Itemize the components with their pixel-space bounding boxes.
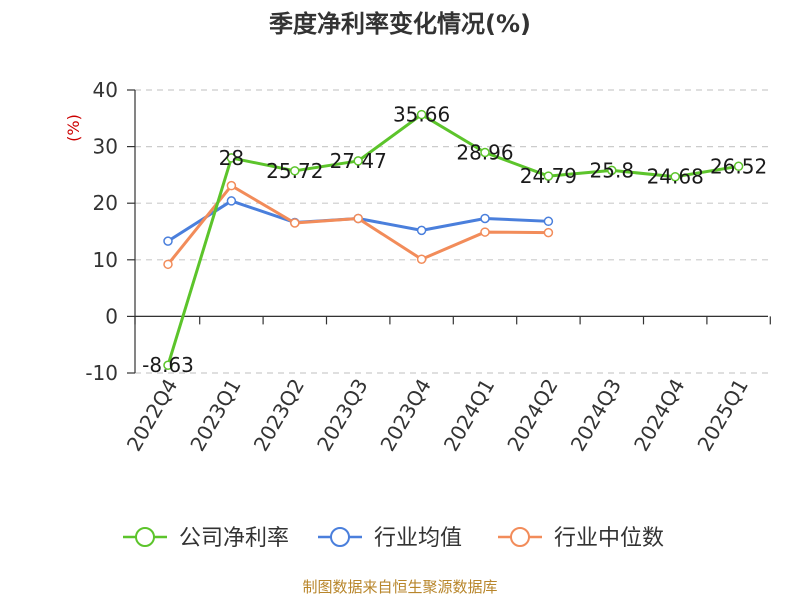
x-tick-label: 2023Q4 xyxy=(375,375,435,456)
x-tick-label: 2024Q1 xyxy=(439,375,499,456)
y-tick-label: 20 xyxy=(93,191,118,215)
data-label: 28.96 xyxy=(456,140,513,164)
x-tick-label: 2024Q3 xyxy=(566,375,626,456)
x-tick-label: 2023Q3 xyxy=(312,375,372,456)
axes: -10 0 10 20 30 40 2022Q4 2023Q1 2023Q2 2023Q3 2023… xyxy=(85,78,771,456)
chart-title: 季度净利率变化情况(%) xyxy=(269,10,531,38)
data-point xyxy=(480,147,490,158)
data-label: 35.66 xyxy=(393,103,450,127)
y-tick-label: 40 xyxy=(93,78,118,102)
data-point xyxy=(416,109,427,120)
y-axis-label: (%) xyxy=(64,114,83,142)
data-point xyxy=(353,156,363,166)
data-point xyxy=(226,180,237,191)
data-label: -8.63 xyxy=(142,353,194,377)
x-tick-label: 2023Q1 xyxy=(185,375,245,456)
y-tick-label: 0 xyxy=(105,304,118,328)
x-tick-label: 2024Q2 xyxy=(502,375,562,456)
data-point xyxy=(480,213,490,224)
data-point xyxy=(226,196,237,206)
data-label: 24.68 xyxy=(647,165,704,189)
y-tick-label: 10 xyxy=(93,248,118,272)
legend-marker xyxy=(135,527,155,547)
data-label: 27.47 xyxy=(330,149,387,173)
data-point xyxy=(543,227,554,238)
x-tick-label: 2023Q2 xyxy=(249,375,309,456)
data-point xyxy=(416,225,427,236)
legend-label: 行业均值 xyxy=(374,526,462,551)
series-line xyxy=(166,184,549,266)
data-point xyxy=(607,165,617,176)
x-tick-label: 2022Q4 xyxy=(122,375,182,456)
data-point xyxy=(543,216,554,227)
data-point xyxy=(163,236,173,246)
data-point xyxy=(163,360,173,370)
legend-marker xyxy=(330,527,350,547)
data-point xyxy=(733,161,744,172)
data-point xyxy=(543,171,554,181)
legend: 公司净利率 行业均值 行业中位数 xyxy=(123,526,664,551)
x-tick-label: 2024Q4 xyxy=(629,375,689,456)
y-tick-label: -10 xyxy=(85,361,118,385)
x-tick-label: 2025Q1 xyxy=(692,375,752,456)
series-lines xyxy=(163,109,744,370)
data-point xyxy=(290,166,300,176)
source-note: 制图数据来自恒生聚源数据库 xyxy=(302,578,497,596)
data-label: 25.72 xyxy=(266,159,323,183)
data-label: 24.79 xyxy=(520,164,577,188)
data-point xyxy=(670,171,680,182)
data-label: 26.52 xyxy=(710,154,767,178)
data-point xyxy=(353,213,363,224)
data-point xyxy=(480,227,490,237)
data-point xyxy=(163,259,173,270)
legend-marker xyxy=(510,527,530,547)
legend-label: 行业中位数 xyxy=(554,526,664,551)
data-label: 25.8 xyxy=(590,158,635,182)
series-line xyxy=(166,113,739,366)
data-label: 28 xyxy=(219,146,244,170)
y-tick-label: 30 xyxy=(93,135,118,159)
data-point xyxy=(226,153,237,163)
legend-label: 公司净利率 xyxy=(179,526,289,551)
data-point xyxy=(290,218,300,228)
data-point xyxy=(416,254,427,264)
